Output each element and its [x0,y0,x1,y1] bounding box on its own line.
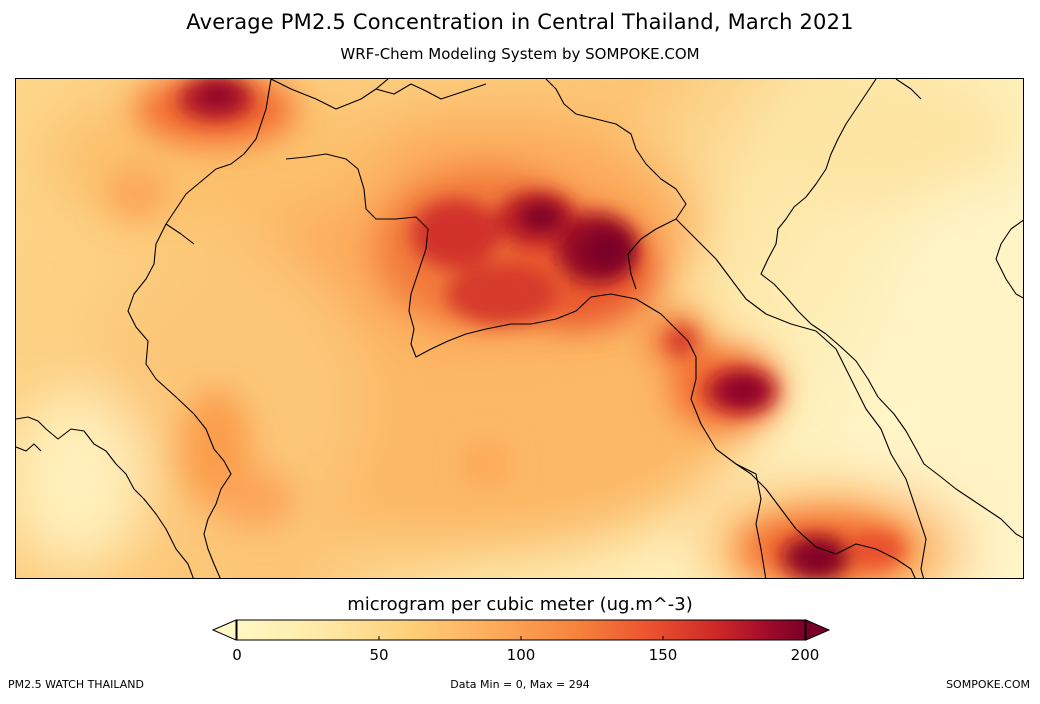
border-thailand-myanmar [127,79,272,578]
colorbar-tick-label: 150 [648,646,678,664]
coastline-andaman [16,416,194,578]
colorbar-max-extend-arrow [805,619,831,641]
border-thailand-laos [285,153,767,578]
moderate-pollution-zones [16,79,1023,578]
map-subtitle: WRF-Chem Modeling System by SOMPOKE.COM [340,45,700,63]
max-pollution-cores [200,85,836,571]
colorbar-min-extend-arrow [211,619,237,641]
colorbar-tick-label: 50 [369,646,389,664]
colorbar-ticks [236,636,806,640]
colorbar [0,618,1040,668]
footer-data-range: Data Min = 0, Max = 294 [450,678,590,691]
pm25-map [15,78,1024,579]
colorbar-tick-label: 200 [790,646,820,664]
colorbar-tick-label: 100 [506,646,536,664]
coastline-vietnam [760,79,1023,539]
country-borders [16,79,1023,578]
footer-site-label: SOMPOKE.COM [946,678,1030,691]
map-title: Average PM2.5 Concentration in Central T… [186,10,854,34]
footer-source-label: PM2.5 WATCH THAILAND [8,678,144,691]
colorbar-label: microgram per cubic meter (ug.m^-3) [347,594,693,615]
colorbar-tick-label: 0 [232,646,242,664]
